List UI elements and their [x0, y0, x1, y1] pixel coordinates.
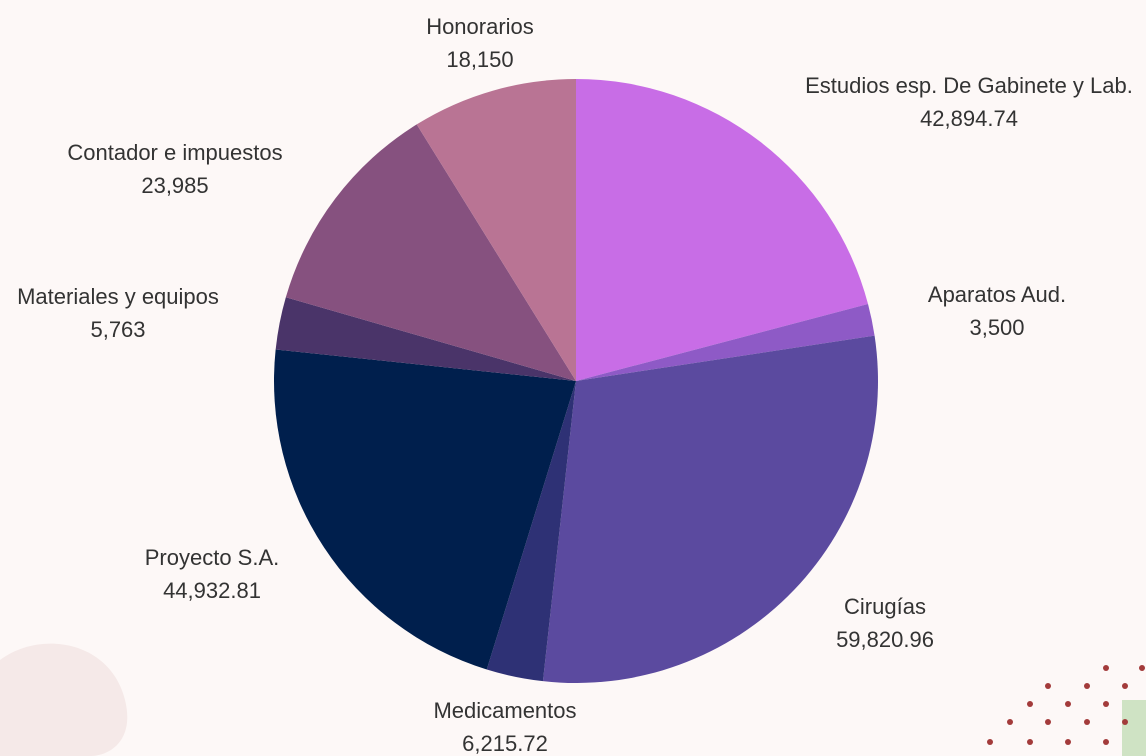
slice-label: Cirugías [844, 594, 926, 619]
slice-value: 59,820.96 [836, 627, 934, 652]
chart: Estudios esp. De Gabinete y Lab. 42,894.7… [0, 0, 1146, 756]
slice-value: 44,932.81 [163, 578, 261, 603]
slice-label: Medicamentos [433, 698, 576, 723]
slice-value: 6,215.72 [462, 731, 548, 756]
slice-label: Honorarios [426, 14, 534, 39]
slice-value: 23,985 [141, 173, 208, 198]
slice-label: Estudios esp. De Gabinete y Lab. [805, 73, 1133, 98]
slice-value: 42,894.74 [920, 106, 1018, 131]
slice-label: Contador e impuestos [67, 140, 282, 165]
slice-label: Materiales y equipos [17, 284, 219, 309]
slice-value: 5,763 [90, 317, 145, 342]
slice-label: Aparatos Aud. [928, 282, 1066, 307]
slice-label: Proyecto S.A. [145, 545, 280, 570]
slice-value: 18,150 [446, 47, 513, 72]
slice-value: 3,500 [969, 315, 1024, 340]
